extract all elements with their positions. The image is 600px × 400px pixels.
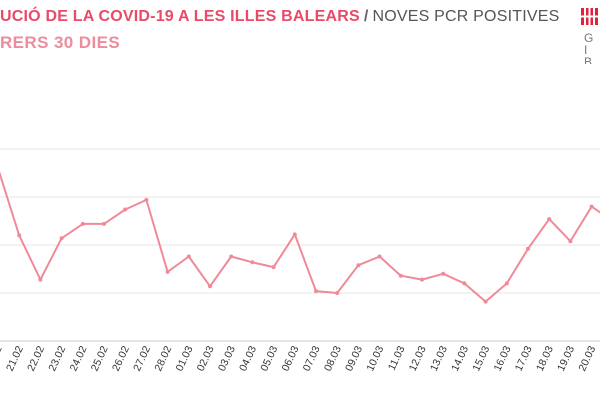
x-tick-label-27.02: 27.02 bbox=[131, 344, 153, 373]
grid-layer bbox=[0, 148, 600, 342]
x-tick-label-02.03: 02.03 bbox=[195, 344, 217, 373]
x-tick-label-21.02: 21.02 bbox=[4, 344, 26, 373]
data-point-17.03 bbox=[526, 246, 530, 251]
chart-subtitle: RERS 30 DIES bbox=[0, 33, 121, 52]
data-point-24.02 bbox=[80, 221, 85, 226]
x-tick-label-24.02: 24.02 bbox=[68, 344, 90, 373]
x-tick-label-19.03: 19.03 bbox=[555, 344, 577, 373]
x-tick-label-09.03: 09.03 bbox=[343, 344, 365, 373]
logo-text-line-1: G bbox=[584, 31, 594, 45]
title-separator: / bbox=[363, 8, 369, 25]
x-tick-label-20.03: 20.03 bbox=[576, 344, 598, 373]
data-point-19.03 bbox=[568, 239, 573, 244]
data-point-07.03 bbox=[314, 289, 318, 294]
x-tick-label-14.03: 14.03 bbox=[449, 344, 471, 373]
government-logo: G I B bbox=[579, 8, 600, 64]
point-layer bbox=[17, 197, 594, 304]
data-point-06.03 bbox=[292, 232, 297, 237]
x-tick-label-06.03: 06.03 bbox=[280, 344, 302, 373]
title-main: UCIÓ DE LA COVID-19 A LES ILLES BALEARS bbox=[0, 8, 360, 25]
x-tick-label-05.03: 05.03 bbox=[258, 344, 280, 373]
data-point-22.02 bbox=[38, 277, 43, 282]
data-point-11.03 bbox=[398, 273, 403, 278]
logo-text-line-2: I bbox=[584, 43, 588, 57]
data-point-02.03 bbox=[208, 284, 212, 289]
data-point-14.03 bbox=[462, 281, 467, 286]
government-logo-icon bbox=[581, 8, 598, 25]
x-tick-label-07.03: 07.03 bbox=[301, 344, 323, 373]
x-tick-label-25.02: 25.02 bbox=[89, 344, 111, 373]
data-point-15.03 bbox=[483, 299, 488, 304]
x-tick-label-12.03: 12.03 bbox=[407, 344, 429, 373]
x-tick-label-01.03: 01.03 bbox=[174, 344, 196, 373]
data-point-13.03 bbox=[441, 271, 446, 276]
logo-text-line-3: B bbox=[584, 55, 593, 64]
x-tick-label-15.03: 15.03 bbox=[470, 344, 492, 373]
x-tick-label-16.03: 16.03 bbox=[492, 344, 514, 373]
x-tick-label-08.03: 08.03 bbox=[322, 344, 344, 373]
data-point-28.02 bbox=[165, 269, 170, 274]
x-tick-label-04.03: 04.03 bbox=[237, 344, 259, 373]
data-point-23.02 bbox=[59, 236, 64, 241]
x-tick-label-22.02: 22.02 bbox=[25, 344, 47, 373]
data-point-20.03 bbox=[589, 204, 594, 209]
x-tick-label-11.03: 11.03 bbox=[386, 344, 408, 372]
x-tick-label-03.03: 03.03 bbox=[216, 344, 238, 373]
data-point-04.03 bbox=[250, 260, 255, 265]
data-point-21.02 bbox=[17, 233, 22, 238]
data-point-05.03 bbox=[271, 265, 276, 270]
data-point-01.03 bbox=[186, 254, 191, 259]
data-point-25.02 bbox=[102, 221, 106, 226]
x-tick-label-28.02: 28.02 bbox=[152, 344, 174, 373]
x-tick-label-17.03: 17.03 bbox=[513, 344, 535, 373]
data-point-08.03 bbox=[335, 291, 340, 295]
data-point-03.03 bbox=[229, 254, 234, 259]
x-tick-label-13.03: 13.03 bbox=[428, 344, 450, 373]
x-tick-layer: 20.02 21.02 22.02 23.02 24.02 25.02 26.02 27.02… bbox=[0, 344, 600, 373]
data-point-10.03 bbox=[377, 254, 382, 259]
x-tick-label-23.02: 23.02 bbox=[46, 344, 68, 373]
data-point-27.02 bbox=[144, 197, 149, 202]
x-tick-label-26.02: 26.02 bbox=[110, 344, 132, 373]
title-sub: NOVES PCR POSITIVES bbox=[372, 8, 560, 25]
data-point-26.02 bbox=[123, 207, 128, 212]
series-line-noves-pcr-positives bbox=[0, 171, 600, 303]
data-point-12.03 bbox=[420, 277, 424, 282]
x-tick-label-10.03: 10.03 bbox=[364, 344, 386, 373]
data-point-18.03 bbox=[547, 217, 552, 222]
x-tick-label-18.03: 18.03 bbox=[534, 344, 556, 373]
data-point-16.03 bbox=[504, 281, 509, 286]
chart-title: UCIÓ DE LA COVID-19 A LES ILLES BALEARS /… bbox=[0, 8, 559, 26]
data-point-09.03 bbox=[356, 263, 361, 268]
series-layer bbox=[0, 171, 600, 303]
